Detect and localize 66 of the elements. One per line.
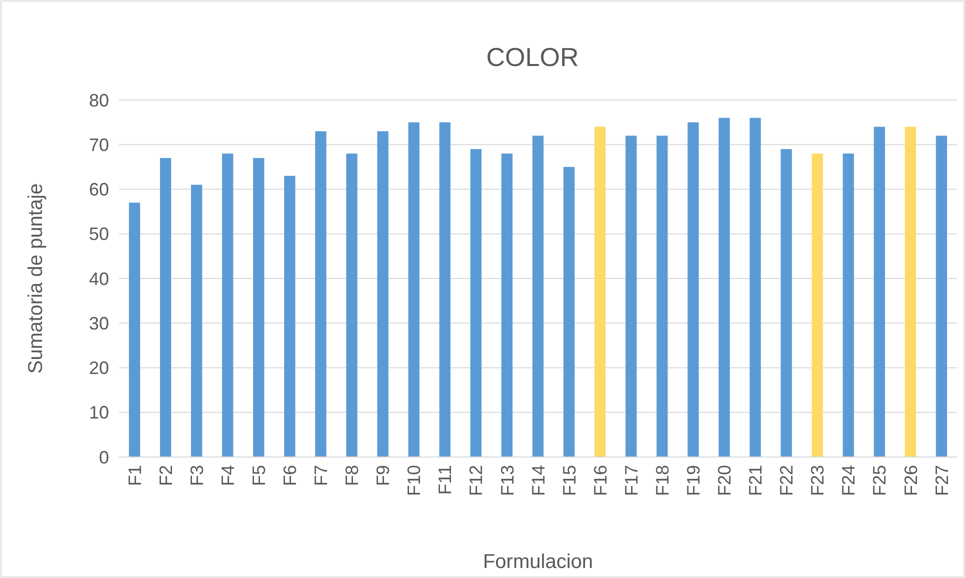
bar: [936, 136, 948, 457]
x-tick-label: F21: [746, 465, 766, 496]
x-tick-label: F11: [435, 465, 456, 495]
x-tick-label: F27: [932, 465, 952, 496]
bar: [874, 126, 885, 457]
bar: [842, 154, 854, 457]
y-tick-label: 20: [88, 358, 109, 378]
x-tick-label: F6: [280, 465, 300, 486]
bar: [470, 149, 482, 457]
x-tick-label: F10: [404, 465, 424, 496]
x-tick-label: F17: [621, 465, 642, 496]
bar: [191, 184, 202, 457]
x-tick-label: F20: [714, 465, 735, 496]
bar: [563, 166, 575, 457]
x-tick-label: F22: [776, 465, 797, 496]
y-tick-label: 60: [88, 180, 109, 200]
y-tick-label: 80: [88, 90, 109, 110]
x-tick-label: F4: [218, 465, 238, 486]
bar: [346, 154, 358, 457]
bar: [253, 158, 264, 457]
x-tick-label: F25: [870, 465, 890, 496]
x-tick-label: F2: [156, 465, 176, 486]
bar: [626, 136, 637, 457]
y-axis-title: Sumatoria de puntaje: [25, 183, 47, 374]
bar: [812, 154, 823, 457]
y-tick-label: 50: [88, 224, 109, 244]
x-tick-label: F7: [311, 465, 332, 486]
bar: [594, 126, 606, 457]
bar: [904, 126, 916, 457]
x-tick-label: F16: [590, 465, 610, 496]
bar: [780, 149, 792, 457]
x-tick-label: F19: [683, 465, 704, 496]
bar: [315, 131, 326, 457]
x-tick-label: F15: [559, 465, 580, 496]
y-tick-label: 40: [88, 268, 109, 289]
bar: [688, 122, 699, 457]
x-tick-label: F24: [838, 465, 859, 496]
bar: [750, 118, 761, 457]
x-tick-label: F9: [373, 465, 394, 486]
bar: [439, 122, 450, 457]
y-tick-label: 30: [88, 313, 109, 334]
y-tick-label: 0: [98, 447, 109, 468]
y-tick-label: 70: [88, 134, 109, 155]
bar: [222, 154, 234, 457]
x-axis-title: Formulacion: [482, 551, 594, 573]
x-tick-label: F5: [248, 465, 269, 486]
bar: [532, 136, 544, 457]
x-tick-label: F12: [466, 465, 486, 496]
chart-title: COLOR: [486, 42, 579, 72]
bar: [656, 136, 668, 457]
bar: [128, 202, 140, 457]
bar: [284, 176, 296, 457]
x-tick-label: F14: [528, 465, 548, 496]
x-tick-label: F18: [652, 465, 672, 496]
y-tick-label: 10: [88, 402, 109, 423]
x-tick-label: F26: [900, 465, 921, 496]
bar: [408, 122, 420, 457]
bar: [160, 158, 172, 457]
x-tick-label: F1: [124, 465, 145, 486]
x-tick-label: F23: [808, 465, 828, 496]
bar: [377, 131, 388, 457]
bar: [501, 154, 513, 457]
x-tick-label: F13: [497, 465, 518, 496]
bar: [718, 118, 730, 457]
x-tick-label: F8: [342, 465, 362, 486]
x-tick-label: F3: [186, 465, 207, 486]
